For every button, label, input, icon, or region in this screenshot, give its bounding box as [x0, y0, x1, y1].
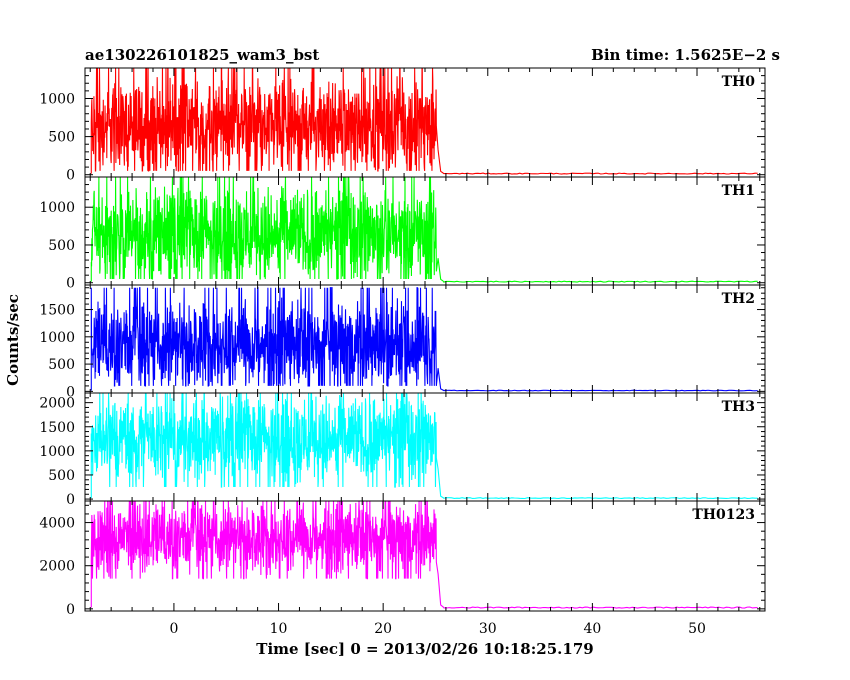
y-tick-label: 500 [48, 238, 75, 254]
y-tick-label: 0 [66, 492, 75, 508]
y-tick-label: 500 [48, 468, 75, 484]
panel-label: TH0 [722, 74, 756, 90]
series-th0123 [90, 501, 758, 609]
panel-label: TH0123 [692, 507, 755, 523]
x-tick-label: 10 [270, 621, 288, 637]
y-tick-label: 500 [48, 130, 75, 146]
x-tick-label: 50 [688, 621, 706, 637]
series-th0 [90, 68, 758, 175]
series-th2 [90, 287, 758, 392]
panel-label: TH1 [722, 183, 755, 199]
x-tick-label: 40 [583, 621, 601, 637]
panel-th3: 0 500 1000 1500 2000 TH3 [39, 392, 766, 508]
series-th1 [90, 177, 758, 283]
y-tick-label: 2000 [39, 396, 75, 412]
y-tick-label: 0 [66, 602, 75, 618]
x-axis-label: Time [sec] 0 = 2013/02/26 10:18:25.179 [256, 640, 593, 658]
x-tick-label: 0 [169, 621, 178, 637]
y-axis-label: Counts/sec [4, 294, 22, 386]
y-tick-label: 1000 [39, 91, 75, 107]
x-tick-label: 30 [479, 621, 497, 637]
x-tick-label: 20 [374, 621, 392, 637]
y-tick-label: 2000 [39, 559, 75, 575]
chart-title: ae130226101825_wam3_bst [85, 46, 319, 64]
panel-th0123: 0 2000 4000 TH0123 [39, 500, 766, 618]
panel-th2: 0 500 1000 1500 TH2 [39, 284, 766, 400]
y-tick-label: 1500 [39, 420, 75, 436]
panel-th1: 0 500 1000 TH1 [39, 176, 766, 292]
x-tick-labels: 0 10 20 30 40 50 [169, 621, 705, 637]
y-tick-label: 0 [66, 168, 75, 184]
y-tick-label: 0 [66, 276, 75, 292]
series-th3 [90, 393, 758, 500]
y-tick-label: 4000 [39, 516, 75, 532]
y-tick-label: 1000 [39, 444, 75, 460]
y-tick-label: 1000 [39, 330, 75, 346]
y-tick-label: 0 [66, 384, 75, 400]
y-tick-label: 1000 [39, 200, 75, 216]
y-tick-label: 1500 [39, 303, 75, 319]
panels-group: 0 500 1000 TH0 0 500 1000 TH1 0 500 1000 1500 TH2 0 50… [39, 67, 766, 618]
panel-label: TH2 [722, 291, 755, 307]
panel-label: TH3 [722, 399, 755, 415]
y-tick-label: 500 [48, 357, 75, 373]
panel-th0: 0 500 1000 TH0 [39, 67, 766, 184]
bin-time-label: Bin time: 1.5625E−2 s [591, 46, 780, 64]
